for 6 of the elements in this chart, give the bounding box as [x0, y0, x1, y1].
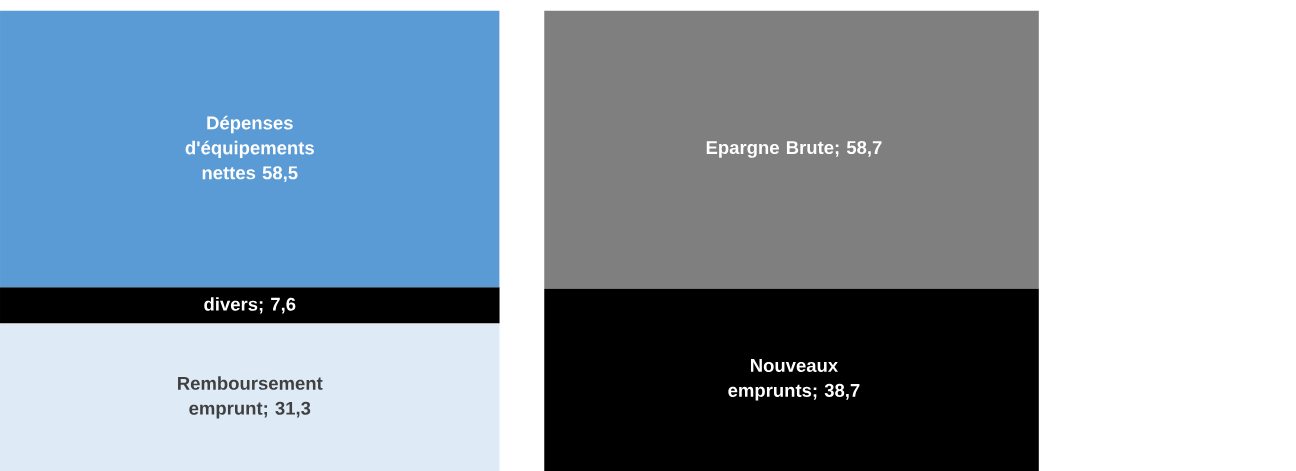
bar — [0, 10, 500, 288]
data-label: Dépenses d'équipements nettes 58,5 — [185, 115, 314, 182]
data-label: Nouveaux emprunts; 38,7 — [728, 358, 860, 401]
data-label: divers; 7,6 — [204, 296, 296, 314]
data-label: Epargne Brute; 58,7 — [706, 140, 882, 158]
data-label: Remboursement emprunt; 31,3 — [178, 376, 323, 419]
